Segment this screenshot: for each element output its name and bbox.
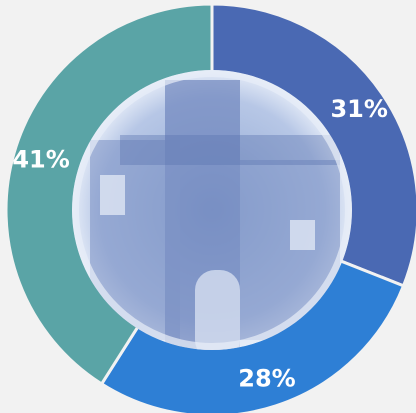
data-label: 41% (12, 145, 69, 173)
donut (4, 2, 416, 413)
data-label: 31% (330, 95, 387, 123)
data-label: 28% (238, 364, 295, 392)
labels: 31% 28% 41% (12, 95, 388, 392)
center-photo (72, 70, 352, 350)
